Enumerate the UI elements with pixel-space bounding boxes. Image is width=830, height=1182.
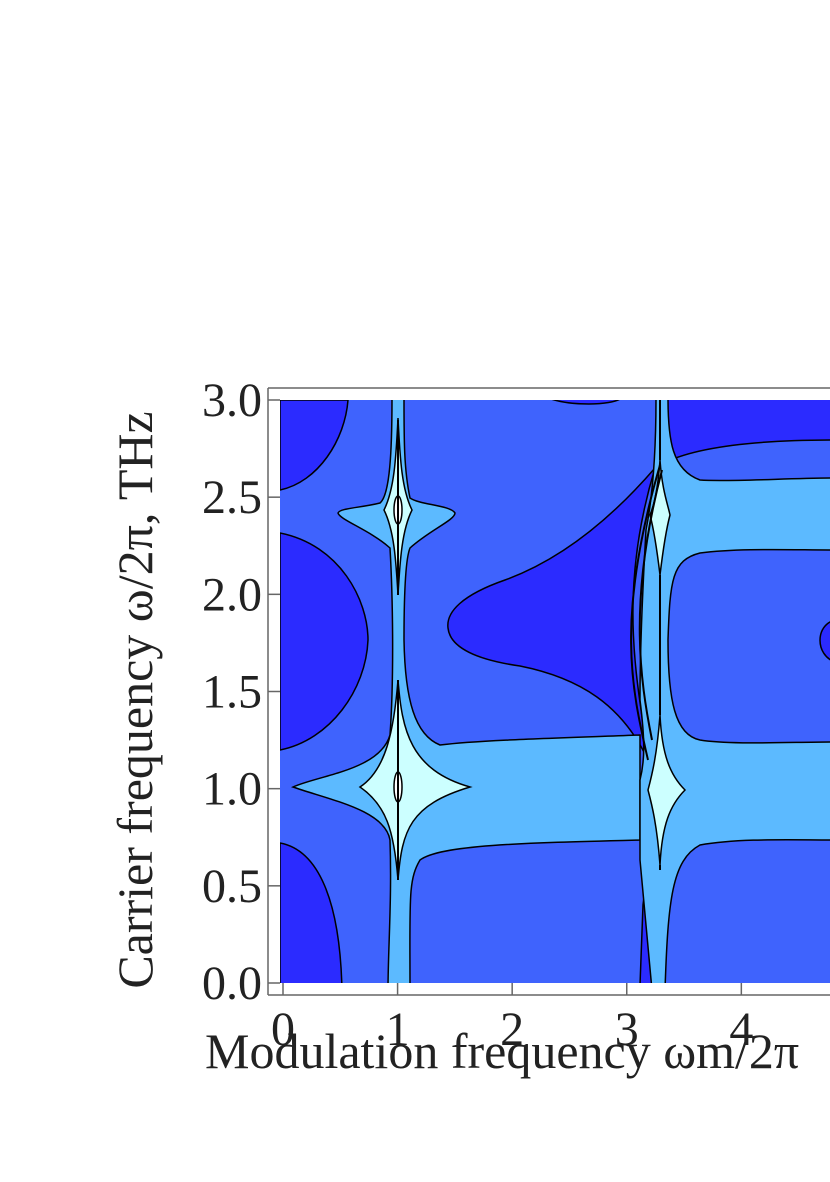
x-tick-label: 3: [615, 1003, 639, 1056]
contour-light: [290, 400, 830, 983]
x-tick-label: 1: [386, 1003, 410, 1056]
y-axis-label: Carrier frequency ω/2π, THz: [107, 411, 163, 988]
x-tick-label: 0: [271, 1003, 295, 1056]
x-tick-label: 2: [500, 1003, 524, 1056]
x-tick-label: 4: [729, 1003, 753, 1056]
x-axis-label: Modulation frequency ωm/2π: [205, 1023, 799, 1079]
contour-lines: [397, 400, 663, 880]
contour-plot: [280, 400, 830, 983]
y-tick-label: 2.0: [202, 568, 262, 621]
y-tick-label: 3.0: [202, 374, 262, 427]
y-tick-label: 1.0: [202, 763, 262, 816]
y-tick-label: 1.5: [202, 666, 262, 719]
y-tick-label: 2.5: [202, 471, 262, 524]
y-tick-label: 0.5: [202, 860, 262, 913]
y-tick-label: 0.0: [202, 957, 262, 1010]
